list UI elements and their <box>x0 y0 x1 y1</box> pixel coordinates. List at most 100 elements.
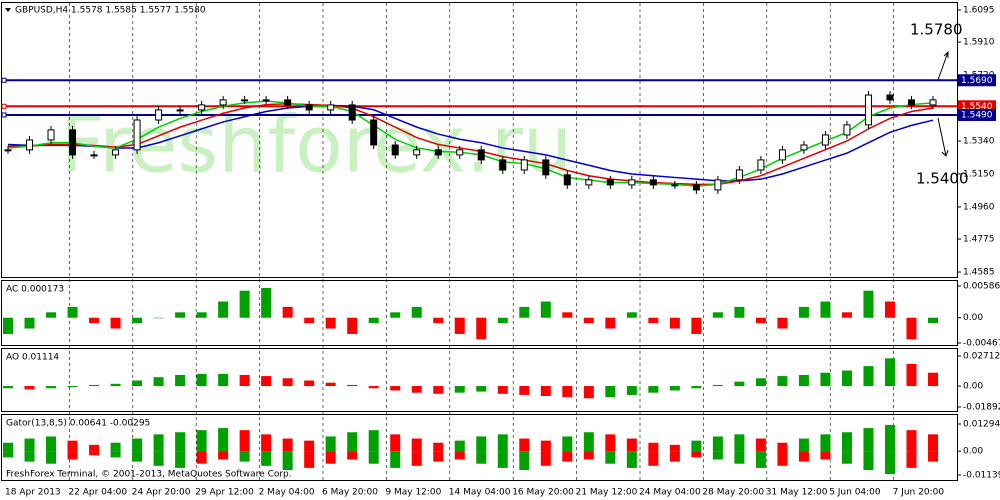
histogram-bar <box>669 451 680 462</box>
histogram-bar <box>368 451 379 464</box>
histogram-bar <box>519 386 530 395</box>
x-tick-label: 9 May 12:00 <box>385 488 441 498</box>
histogram-bar <box>89 444 100 452</box>
arrows <box>937 50 949 157</box>
histogram-bar <box>196 451 207 464</box>
histogram-bar <box>433 451 444 462</box>
histogram-bar <box>454 317 465 334</box>
gator-pane <box>1 414 958 481</box>
candle <box>133 119 141 151</box>
histogram-bar <box>411 451 422 466</box>
histogram-bar <box>712 384 723 387</box>
histogram-bar <box>325 382 336 387</box>
histogram-bar <box>863 428 874 452</box>
candle <box>757 159 765 171</box>
level-label-box <box>958 108 996 121</box>
candle <box>843 124 851 136</box>
level-handle <box>1 112 7 118</box>
candle <box>284 99 292 106</box>
candle <box>585 179 593 186</box>
histogram-bar <box>562 386 573 398</box>
histogram-bar <box>497 386 508 394</box>
histogram-bar <box>89 317 100 324</box>
histogram-bar <box>218 373 229 387</box>
x-tick-label: 6 May 20:00 <box>322 488 378 498</box>
histogram-bar <box>368 317 379 324</box>
ac-title: AC 0.000173 <box>6 285 64 295</box>
histogram-bar <box>906 317 917 340</box>
histogram-bar <box>777 451 788 466</box>
histogram-bar <box>390 434 401 452</box>
y-tick-label: 1.4960 <box>963 202 995 212</box>
histogram-bar <box>626 451 637 468</box>
histogram-bar <box>777 376 788 387</box>
candle <box>112 149 120 156</box>
histogram-bar <box>691 317 702 334</box>
ac-pane <box>1 280 958 346</box>
candle <box>499 159 507 171</box>
teeth-line <box>8 102 934 186</box>
histogram-bar <box>841 312 852 318</box>
histogram-bar <box>884 358 895 387</box>
histogram-bar <box>777 317 788 329</box>
histogram-bar <box>368 386 379 389</box>
candle <box>348 104 356 121</box>
histogram-bar <box>175 312 186 318</box>
histogram-bar <box>562 451 573 462</box>
histogram-bar <box>648 451 659 466</box>
histogram-bar <box>712 312 723 318</box>
candle <box>4 149 12 152</box>
candle <box>671 184 679 187</box>
candle <box>778 149 786 161</box>
x-tick-label: 31 May 12:00 <box>766 488 828 498</box>
x-tick-label: 7 Jun 20:00 <box>893 488 945 498</box>
gator-title: Gator(13,8,5) 0.00641 -0.00295 <box>6 419 150 429</box>
y-tick-label: 1.5910 <box>963 38 995 48</box>
dropdown-icon[interactable] <box>5 8 11 12</box>
candle <box>198 104 206 111</box>
histogram-bar <box>3 317 13 334</box>
y-tick-label: 0.00 <box>963 313 983 323</box>
candle <box>800 144 808 151</box>
level-label: 1.5490 <box>961 110 993 120</box>
histogram-bar <box>798 451 809 462</box>
y-tick-label: 1.6095 <box>963 6 995 16</box>
level-handle <box>1 77 7 83</box>
candle <box>606 179 614 186</box>
histogram-bar <box>497 434 508 452</box>
histogram-bar <box>734 451 745 464</box>
candle <box>413 149 421 156</box>
histogram-bar <box>691 451 702 458</box>
histogram-bar <box>562 436 573 452</box>
histogram-bar <box>648 317 659 324</box>
histogram-bar <box>325 451 336 464</box>
annotation: 1.5400 <box>916 170 969 188</box>
histogram-bar <box>906 430 917 452</box>
histogram-bar <box>411 306 422 318</box>
x-tick-label: 28 May 20:00 <box>702 488 764 498</box>
histogram-bar <box>798 438 809 452</box>
candle <box>864 94 872 126</box>
histogram-bar <box>605 434 616 452</box>
candle <box>563 174 571 186</box>
candle <box>628 179 636 186</box>
histogram-bar <box>153 451 164 466</box>
y-tick-label: -0.01139 <box>963 471 1000 481</box>
histogram-bar <box>884 451 895 475</box>
histogram-bar <box>583 386 594 399</box>
footer: FreshForex Terminal, © 2001-2013, MetaQu… <box>6 470 292 480</box>
histogram-bar <box>734 306 745 318</box>
histogram-bar <box>734 434 745 452</box>
histogram-bar <box>605 317 616 329</box>
histogram-bar <box>755 317 766 324</box>
histogram-bar <box>46 451 57 464</box>
histogram-bar <box>841 451 852 464</box>
y-tick-label: 0.00 <box>963 447 983 457</box>
histogram-bar <box>261 451 272 466</box>
histogram-bar <box>67 386 78 388</box>
histogram-bar <box>3 442 13 452</box>
histogram-bar <box>175 451 186 468</box>
histogram-bar <box>863 366 874 387</box>
